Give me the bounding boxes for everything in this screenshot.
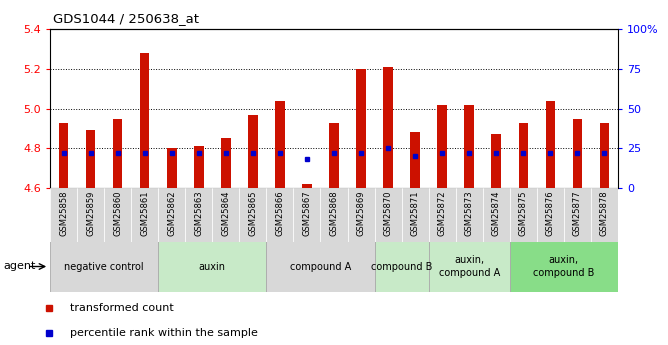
Bar: [239, 188, 267, 241]
Bar: [267, 188, 293, 241]
Bar: [438, 105, 447, 188]
Bar: [518, 122, 528, 188]
Text: auxin,
compound B: auxin, compound B: [533, 255, 595, 278]
Text: GSM25860: GSM25860: [113, 191, 122, 236]
Bar: [267, 241, 375, 292]
Bar: [383, 67, 393, 188]
Bar: [510, 241, 618, 292]
Bar: [104, 188, 131, 241]
Bar: [275, 101, 285, 188]
Bar: [86, 130, 96, 188]
Bar: [464, 105, 474, 188]
Text: GSM25868: GSM25868: [329, 191, 339, 236]
Bar: [492, 135, 501, 188]
Bar: [375, 188, 401, 241]
Bar: [356, 69, 366, 188]
Bar: [321, 188, 347, 241]
Bar: [591, 188, 618, 241]
Text: auxin,
compound A: auxin, compound A: [439, 255, 500, 278]
Bar: [158, 241, 267, 292]
Text: auxin: auxin: [199, 262, 226, 272]
Text: GSM25874: GSM25874: [492, 191, 501, 236]
Bar: [537, 188, 564, 241]
Bar: [50, 241, 158, 292]
Text: GSM25878: GSM25878: [600, 191, 609, 236]
Text: GSM25875: GSM25875: [519, 191, 528, 236]
Text: percentile rank within the sample: percentile rank within the sample: [70, 328, 258, 337]
Bar: [483, 188, 510, 241]
Bar: [185, 188, 212, 241]
Text: GSM25872: GSM25872: [438, 191, 447, 236]
Bar: [302, 184, 312, 188]
Text: agent: agent: [3, 262, 35, 271]
Bar: [329, 122, 339, 188]
Bar: [140, 53, 150, 188]
Bar: [158, 188, 185, 241]
Bar: [564, 188, 591, 241]
Bar: [410, 132, 420, 188]
Bar: [50, 188, 77, 241]
Bar: [167, 148, 176, 188]
Bar: [77, 188, 104, 241]
Bar: [572, 119, 582, 188]
Bar: [429, 188, 456, 241]
Bar: [347, 188, 375, 241]
Text: GDS1044 / 250638_at: GDS1044 / 250638_at: [53, 12, 200, 25]
Bar: [248, 115, 258, 188]
Text: GSM25862: GSM25862: [167, 191, 176, 236]
Bar: [375, 241, 429, 292]
Text: GSM25873: GSM25873: [465, 191, 474, 236]
Bar: [131, 188, 158, 241]
Text: GSM25869: GSM25869: [357, 191, 365, 236]
Bar: [456, 188, 483, 241]
Text: GSM25863: GSM25863: [194, 191, 203, 236]
Bar: [401, 188, 429, 241]
Bar: [212, 188, 239, 241]
Bar: [510, 188, 537, 241]
Text: GSM25871: GSM25871: [411, 191, 420, 236]
Text: GSM25876: GSM25876: [546, 191, 555, 236]
Bar: [293, 188, 321, 241]
Text: GSM25877: GSM25877: [573, 191, 582, 236]
Bar: [113, 119, 122, 188]
Text: GSM25867: GSM25867: [303, 191, 311, 236]
Text: GSM25859: GSM25859: [86, 191, 95, 236]
Bar: [546, 101, 555, 188]
Bar: [59, 122, 68, 188]
Text: GSM25866: GSM25866: [275, 191, 285, 236]
Text: negative control: negative control: [64, 262, 144, 272]
Bar: [194, 146, 204, 188]
Text: compound A: compound A: [290, 262, 351, 272]
Text: GSM25870: GSM25870: [383, 191, 393, 236]
Bar: [429, 241, 510, 292]
Text: compound B: compound B: [371, 262, 432, 272]
Text: GSM25865: GSM25865: [248, 191, 257, 236]
Text: transformed count: transformed count: [70, 303, 174, 313]
Bar: [221, 138, 230, 188]
Bar: [600, 122, 609, 188]
Text: GSM25861: GSM25861: [140, 191, 149, 236]
Text: GSM25858: GSM25858: [59, 191, 68, 236]
Text: GSM25864: GSM25864: [221, 191, 230, 236]
